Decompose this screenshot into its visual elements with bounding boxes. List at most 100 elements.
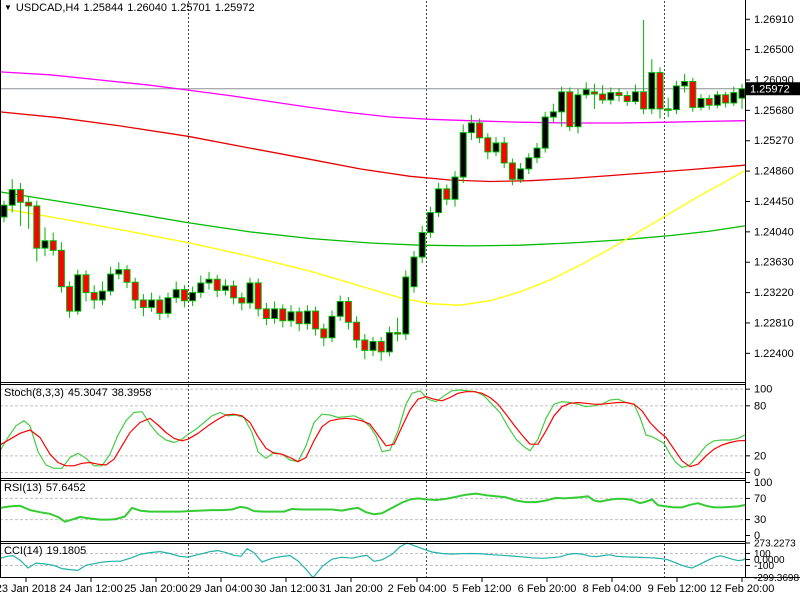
candle-body: [180, 289, 188, 302]
candle-body: [730, 92, 738, 104]
price-axis-label: 1.24450: [754, 196, 794, 208]
candle-body: [205, 278, 213, 284]
candle-body: [262, 308, 270, 320]
cci-axis-label: 273.2273: [754, 538, 796, 549]
stoch-indicator-title: Stoch(8,3,3) 45.3047 38.3958: [4, 387, 155, 399]
time-axis-label: 30 Jan 12:00: [254, 583, 318, 595]
candle-body: [336, 300, 344, 317]
rsi-axis-label: 100: [754, 477, 772, 489]
candle-body: [303, 310, 311, 325]
candle-body: [541, 116, 549, 149]
candle-body: [131, 281, 139, 301]
candle-body: [385, 332, 393, 353]
main-chart-title: ▼ USDCAD,H4 1.25844 1.26040 1.25701 1.25972: [4, 2, 259, 14]
time-axis-label: 8 Feb 04:00: [583, 583, 642, 595]
candle-body: [599, 93, 607, 101]
candle-body: [582, 89, 590, 96]
price-axis-label: 1.26910: [754, 14, 794, 26]
symbol-timeframe-label: USDCAD,H4: [15, 2, 80, 14]
candle-body: [615, 92, 623, 97]
ma-line-sma-green: [0, 191, 746, 247]
ohlc-high: 1.26040: [127, 2, 168, 14]
candle-body: [107, 273, 115, 292]
candle-body: [156, 299, 164, 314]
price-box: [746, 82, 800, 96]
ma-line-sma-red: [0, 111, 746, 183]
price-axis-label: 1.25680: [754, 105, 794, 117]
rsi-axis-label: 0: [754, 530, 760, 542]
price-axis-label: 1.24040: [754, 226, 794, 238]
candle-body: [25, 201, 33, 207]
candle-body: [525, 157, 533, 170]
candle-body: [115, 269, 123, 275]
candle-body: [57, 249, 65, 288]
candle-body: [230, 285, 238, 299]
candle-body: [697, 98, 705, 108]
candle-body: [672, 85, 680, 111]
candle-body: [558, 91, 566, 113]
candle-body: [640, 91, 648, 110]
price-axis-label: 1.24860: [754, 166, 794, 178]
candle-body: [574, 94, 582, 128]
time-axis-label: 25 Jan 20:00: [124, 583, 188, 595]
candle-body: [271, 308, 279, 320]
stoch-value-k: 45.3047: [67, 387, 108, 399]
candle-body: [648, 72, 656, 110]
candle-body: [451, 176, 459, 200]
candle-body: [402, 276, 410, 335]
candle-body: [443, 188, 451, 200]
rsi-line: [0, 492, 746, 523]
candle-body: [631, 91, 639, 102]
candle-body: [738, 88, 746, 99]
symbol-dropdown-icon[interactable]: ▼: [4, 3, 12, 12]
candle-body: [66, 286, 74, 312]
time-axis-label: 24 Jan 12:00: [59, 583, 123, 595]
candle-body: [426, 212, 434, 234]
price-axis-label: 1.25270: [754, 135, 794, 147]
candle-body: [221, 285, 229, 291]
rsi-label: RSI(13): [4, 482, 42, 494]
candle-body: [689, 80, 697, 108]
stoch-signal-D: [0, 391, 746, 468]
candle-body: [172, 289, 180, 299]
cci-line: [0, 542, 746, 579]
time-axis-label: 12 Feb 20:00: [710, 583, 775, 595]
candle-body: [344, 300, 352, 323]
candle-body: [164, 297, 172, 314]
candle-body: [189, 292, 197, 302]
candle-body: [16, 189, 24, 203]
candle-body: [0, 204, 8, 218]
time-axis-label: 31 Jan 20:00: [319, 583, 383, 595]
candle-body: [435, 188, 443, 214]
candle-body: [139, 299, 147, 308]
rsi-value: 57.6452: [45, 482, 86, 494]
stoch-axis-label: 100: [754, 384, 772, 396]
rsi-axis-label: 70: [754, 493, 766, 505]
stoch-axis-label: 0: [754, 467, 760, 479]
cci-label: CCI(14): [4, 545, 43, 557]
ma-line-sma-slow-magenta: [0, 71, 746, 124]
candle-body: [418, 232, 426, 258]
candle-body: [254, 282, 262, 310]
candle-body: [500, 142, 508, 164]
ma-line-sma-yellow: [0, 169, 746, 306]
time-axis-label: 6 Feb 20:00: [518, 583, 577, 595]
candle-body: [123, 269, 131, 283]
candle-body: [681, 80, 689, 87]
candle-body: [238, 297, 246, 304]
candle-body: [664, 108, 672, 111]
stoch-value-d: 38.3958: [111, 387, 152, 399]
price-box-value: 1.25972: [750, 84, 790, 96]
rsi-axis-label: 30: [754, 514, 766, 526]
candle-body: [246, 282, 254, 304]
candle-body: [279, 308, 287, 322]
price-axis-label: 1.23630: [754, 257, 794, 269]
candle-body: [656, 72, 664, 110]
candle-body: [74, 274, 82, 312]
candle-body: [8, 189, 16, 206]
candle-body: [566, 91, 574, 128]
candle-body: [287, 311, 295, 322]
candle-body: [90, 292, 98, 301]
candle-body: [41, 240, 49, 249]
